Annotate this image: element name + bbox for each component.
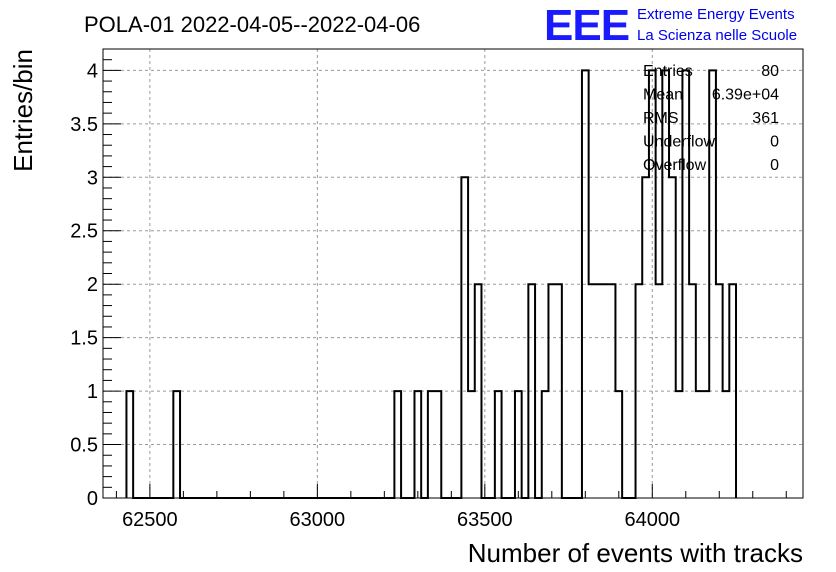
histogram-bin: [428, 391, 435, 498]
histogram-bin: [615, 391, 622, 498]
y-axis: 0 0.5 1 1.5 2 2.5 3 3.5 4: [70, 48, 121, 510]
y-tick-label: 1: [87, 381, 98, 403]
histogram-bin: [461, 177, 468, 498]
histogram-bin: [582, 70, 589, 498]
stats-label: Mean: [643, 87, 683, 104]
histogram-bin: [656, 284, 663, 498]
y-tick-label: 4: [87, 60, 98, 82]
histogram-bin: [173, 391, 180, 498]
histogram-bin: [528, 284, 535, 498]
histogram-bin: [595, 284, 602, 498]
histogram-bin: [548, 284, 555, 498]
histogram-bin: [414, 391, 421, 498]
logo-mark: EEE: [544, 1, 629, 50]
logo: EEE Extreme Energy Events La Scienza nel…: [544, 1, 797, 50]
logo-line-2: La Scienza nelle Scuole: [637, 27, 797, 44]
stats-label: Entries: [643, 63, 693, 80]
x-axis: 62500 63000 63500 64000: [115, 484, 787, 531]
x-tick-label: 63000: [290, 509, 346, 531]
y-tick-label: 2: [87, 274, 98, 296]
histogram-bin: [609, 284, 616, 498]
y-tick-label: 2.5: [70, 221, 98, 243]
stats-box: Entries 80 Mean 6.39e+04 RMS 361 Underflow 0 Ove…: [643, 63, 779, 174]
stats-value: 0: [770, 134, 779, 151]
histogram-bin: [716, 284, 723, 498]
histogram-bin: [669, 177, 676, 498]
histogram-bin: [696, 391, 703, 498]
histogram-bin: [589, 284, 596, 498]
y-tick-label: 3: [87, 167, 98, 189]
y-tick-label: 3.5: [70, 114, 98, 136]
x-tick-label: 63500: [457, 509, 513, 531]
stats-value: 6.39e+04: [712, 87, 779, 104]
histogram-bin: [468, 391, 475, 498]
histogram-bin: [689, 284, 696, 498]
histogram-bin: [555, 284, 562, 498]
histogram-bin: [515, 391, 522, 498]
stats-label: Underflow: [643, 134, 715, 151]
logo-line-1: Extreme Energy Events: [637, 6, 795, 23]
y-axis-label: Entries/bin: [8, 49, 38, 172]
stats-value: 80: [761, 63, 779, 80]
histogram-bin: [394, 391, 401, 498]
grid: [103, 49, 803, 498]
y-tick-label: 0: [87, 488, 98, 510]
histogram-bin: [495, 391, 502, 498]
stats-value: 361: [752, 110, 779, 127]
histogram-bin: [542, 391, 549, 498]
y-tick-label: 1.5: [70, 328, 98, 350]
histogram-bin: [475, 284, 482, 498]
stats-label: Overflow: [643, 157, 707, 174]
histogram-bin: [602, 284, 609, 498]
histogram-bin: [729, 284, 736, 498]
x-tick-label: 64000: [624, 509, 680, 531]
histogram-bin: [636, 284, 643, 498]
stats-label: RMS: [643, 110, 679, 127]
histogram-bin: [723, 391, 730, 498]
x-tick-label: 62500: [122, 509, 178, 531]
histogram-bin: [126, 391, 133, 498]
chart-title: POLA-01 2022-04-05--2022-04-06: [84, 12, 420, 37]
x-axis-label: Number of events with tracks: [468, 538, 803, 568]
histogram-bin: [642, 177, 649, 498]
histogram-bin: [676, 391, 683, 498]
histogram-bin: [435, 391, 442, 498]
y-tick-label: 0.5: [70, 435, 98, 457]
stats-value: 0: [770, 157, 779, 174]
histogram-bin: [703, 391, 710, 498]
